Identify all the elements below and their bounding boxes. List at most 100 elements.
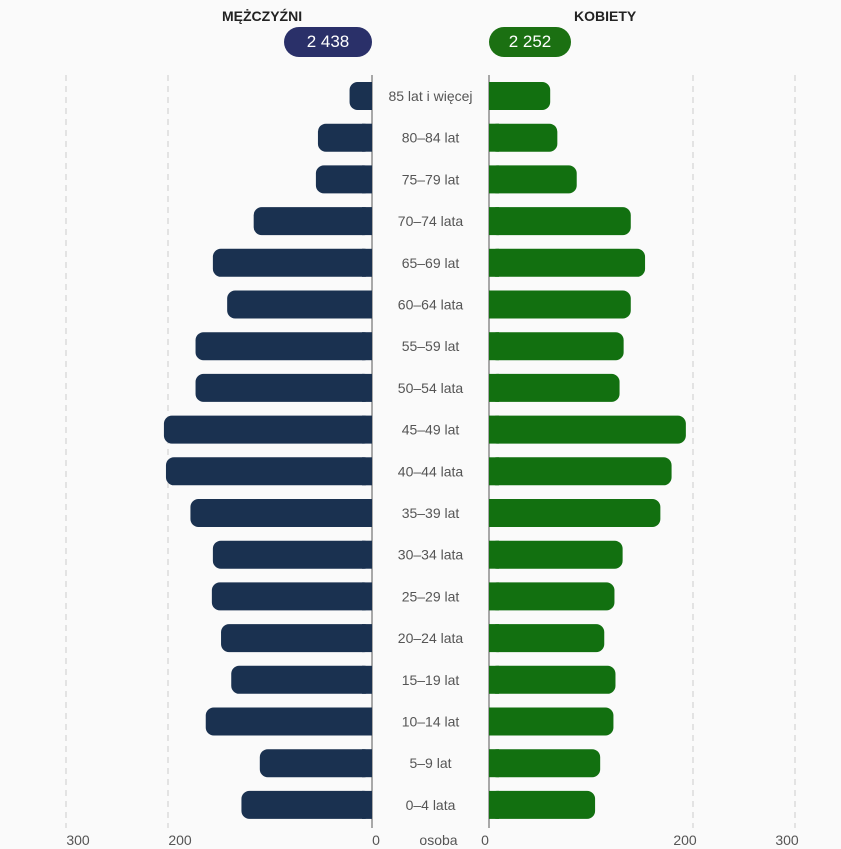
female-bar [489,82,551,110]
male-bar [205,707,372,736]
x-tick-label-female: 200 [673,832,697,848]
male-bar-inner-edge [362,749,372,778]
female-bar [489,790,596,819]
female-series-title: KOBIETY [574,8,637,24]
female-bar [489,707,614,736]
male-bar [212,540,372,569]
female-bar [489,332,624,361]
age-group-label: 70–74 lata [398,213,464,229]
age-group-label: 75–79 lat [402,171,460,187]
female-bar-inner-edge [489,207,499,236]
male-bar [221,624,372,653]
female-bar [489,123,558,152]
male-bar-inner-edge [362,415,372,444]
male-bar-inner-edge [362,540,372,569]
female-bar-inner-edge [489,123,499,152]
male-bar-inner-edge [362,332,372,361]
female-bar-inner-edge [489,499,499,527]
male-bar [227,290,372,319]
female-bar [489,665,616,694]
male-bar [195,332,372,361]
female-bar-inner-edge [489,457,499,486]
male-bar [163,415,372,444]
female-bar [489,749,601,778]
female-bar [489,415,686,444]
female-bar [489,499,661,527]
female-total-badge: 2 252 [489,27,571,57]
age-group-label: 40–44 lata [398,463,464,479]
female-bar-inner-edge [489,415,499,444]
female-bar-inner-edge [489,790,499,819]
age-group-label: 10–14 lat [402,714,460,730]
male-bar [211,582,372,611]
age-group-label: 45–49 lat [402,422,460,438]
x-tick-label-male: 300 [66,832,90,848]
male-bar-inner-edge [362,624,372,653]
male-bar-inner-edge [362,457,372,486]
female-bar [489,290,631,319]
female-bar [489,207,631,236]
female-bar-inner-edge [489,624,499,653]
age-group-label: 30–34 lata [398,547,464,563]
age-group-label: 15–19 lat [402,672,460,688]
male-bar [165,457,372,486]
female-bar-inner-edge [489,665,499,694]
age-group-label: 60–64 lata [398,297,464,313]
female-bar [489,165,577,194]
male-bar [253,207,372,236]
male-total-badge: 2 438 [284,27,372,57]
male-series-title: MĘŻCZYŹNI [222,8,303,24]
x-tick-label-female: 300 [775,832,799,848]
female-bar [489,373,620,402]
age-group-label: 55–59 lat [402,338,460,354]
x-tick-label-female: 0 [481,832,489,848]
male-bar [190,499,372,527]
age-group-label: 85 lat i więcej [388,88,472,104]
age-group-label: 20–24 lata [398,630,464,646]
age-group-label: 80–84 lat [402,130,460,146]
female-bar-inner-edge [489,540,499,569]
male-bar [259,749,372,778]
age-group-label: 0–4 lata [406,797,456,813]
male-bar [317,123,372,152]
female-bar-inner-edge [489,749,499,778]
male-bar [212,248,372,277]
female-bar [489,582,615,611]
female-bar [489,540,623,569]
age-group-label: 25–29 lat [402,588,460,604]
age-group-label: 35–39 lat [402,505,460,521]
male-bar-inner-edge [362,165,372,194]
female-bar-inner-edge [489,82,499,110]
male-bar-inner-edge [362,790,372,819]
female-bar-inner-edge [489,707,499,736]
male-bar [231,665,372,694]
female-bar-inner-edge [489,165,499,194]
age-group-label: 65–69 lat [402,255,460,271]
female-bar [489,624,605,653]
male-bar-inner-edge [362,582,372,611]
female-bar-inner-edge [489,332,499,361]
male-bar [195,373,372,402]
female-bar-inner-edge [489,248,499,277]
x-axis-label: osoba [419,832,457,848]
age-group-label: 50–54 lata [398,380,464,396]
male-bar-inner-edge [362,207,372,236]
male-bar-inner-edge [362,123,372,152]
male-bar-inner-edge [362,707,372,736]
male-bar [241,790,372,819]
male-bar-inner-edge [362,82,372,110]
female-bar-inner-edge [489,290,499,319]
male-bar-inner-edge [362,248,372,277]
male-bar-inner-edge [362,290,372,319]
male-bar [315,165,372,194]
female-bar-inner-edge [489,582,499,611]
female-bar-inner-edge [489,373,499,402]
female-bar [489,457,672,486]
x-tick-label-male: 0 [372,832,380,848]
x-tick-label-male: 200 [168,832,192,848]
age-group-label: 5–9 lat [409,755,451,771]
male-bar-inner-edge [362,665,372,694]
male-bar-inner-edge [362,499,372,527]
